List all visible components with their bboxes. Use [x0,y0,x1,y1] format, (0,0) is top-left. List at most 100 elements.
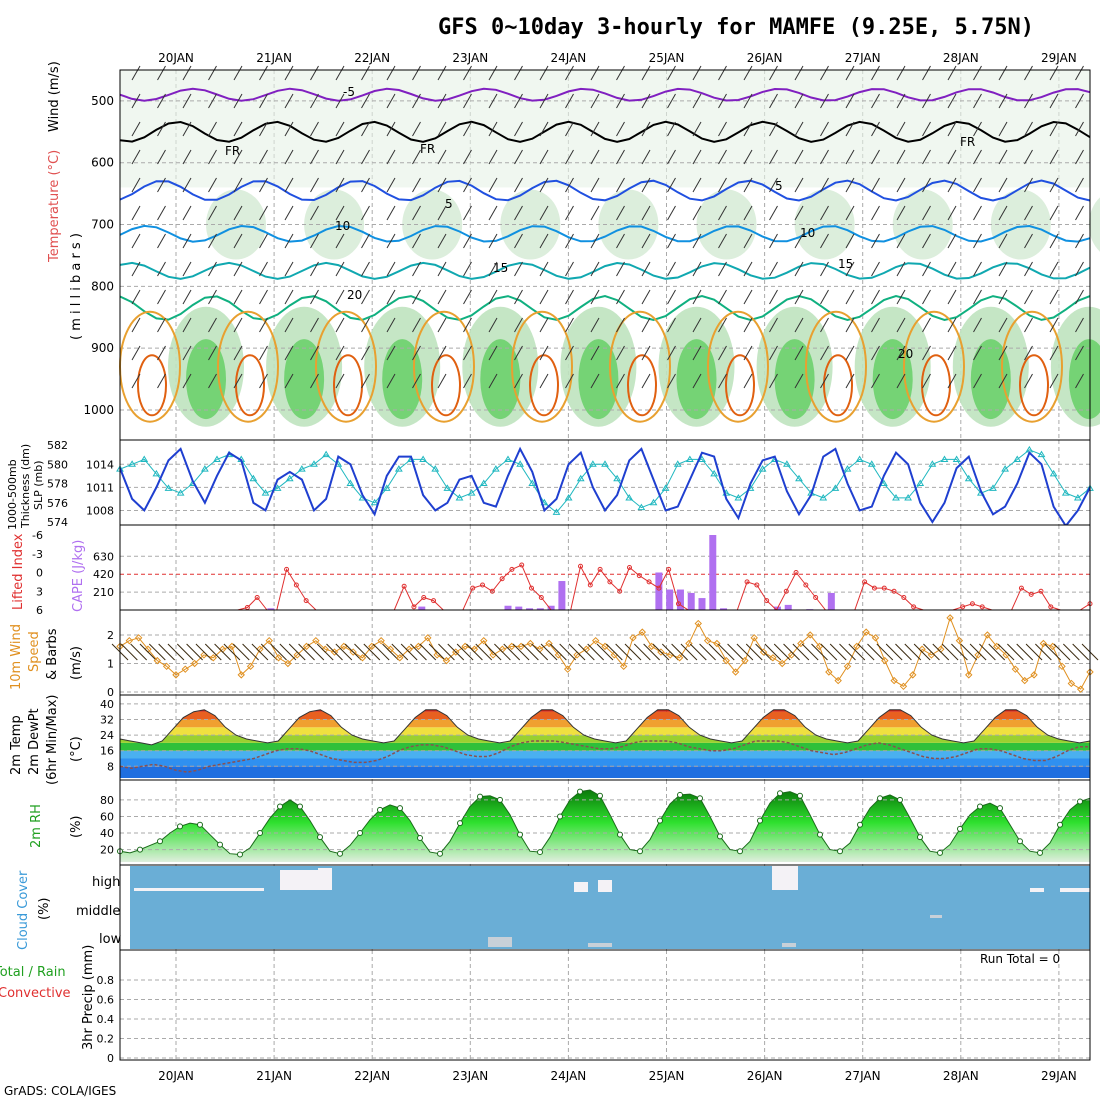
thickness-point [552,508,561,515]
wind-barb [514,233,523,249]
wind-barb [233,65,243,81]
wind-barb [386,233,396,249]
thickness-point [516,460,525,467]
thickness-point [649,498,658,506]
wind-barb [182,317,192,333]
wind-speed-point [237,671,245,679]
wind-barb [512,643,530,661]
wind-barb [1075,261,1084,277]
rh-point [177,823,183,830]
pressure-tick-label: 600 [91,156,114,170]
wind-barb [259,149,268,165]
wind-barb [167,643,185,661]
rh-point [677,791,683,798]
wind-barb [947,289,957,305]
wind10-unit: (m/s) [69,646,84,680]
rh-shade [402,189,463,260]
upper-unit-label: ( m i l l i b a r s ) [69,233,84,340]
wind-speed-point [806,631,814,639]
wind10-label-3: & Barbs [45,628,60,680]
wind-barb [298,643,315,661]
thickness-point [782,460,791,467]
rh-point [777,790,783,797]
wind-barb [488,149,498,165]
wind-barb [335,289,345,305]
date-label-top: 26JAN [747,51,783,65]
wind-barb [157,93,166,109]
wind-barb [973,121,982,137]
wind-barb [590,317,600,333]
wind-speed-point [731,668,740,676]
wind-barb [871,345,880,361]
wind-speed-point [312,636,320,645]
wind-barb [641,345,651,361]
wind-barb [307,643,325,661]
wind-barb [131,317,141,333]
wind-barb [279,643,297,661]
wind-barb [871,373,880,389]
wind-barb [641,233,651,249]
wind-barb [157,317,166,333]
wind-barb [475,643,493,661]
wind-barb [988,643,1006,661]
wind-barb [514,149,523,165]
thickness-point [795,474,803,482]
wind-barb [871,233,880,249]
wind-barb [386,149,396,165]
wind-barb [1049,149,1059,165]
wind-barb [820,317,829,333]
thickness-point [576,474,585,482]
wind-speed-point [246,662,255,671]
warm-contour [903,310,965,423]
wind-barb [335,317,345,333]
wind-barb [947,205,957,221]
panel-frame [119,949,1091,1061]
wind-barb [794,93,804,109]
wind-barb [973,93,982,109]
wind-barb [310,93,319,109]
wind-barb [233,345,243,361]
wind-barb [182,205,192,221]
wind-barb [947,345,957,361]
wind-barb [550,643,567,661]
wind-barb [743,93,753,109]
cloud-field [130,866,1090,949]
wind-barb [1049,261,1059,277]
wind-speed-point [1076,685,1085,693]
wind-barb [437,317,447,333]
rh-point [477,793,483,800]
li-point [303,598,309,604]
rh-shade [578,339,619,420]
wind-barb [922,373,931,389]
wind-barb [616,205,625,221]
thickness-point [613,474,622,482]
wind-barb [148,643,166,661]
wind-speed-point [983,631,992,639]
wind-barb [820,177,829,193]
wind-barb [233,177,243,193]
wind-barb [130,643,148,661]
wind-barb [284,65,294,81]
li-point [783,588,789,594]
wind-barb [428,643,446,661]
wind-barb [1024,233,1033,249]
wind-barb [565,233,574,249]
wind-tick: 0 [107,686,114,699]
wind-barb [641,65,651,81]
wind-barb [794,289,804,305]
wind10-panel: 0 1 2 [107,609,1099,699]
date-label-bottom: 23JAN [452,1069,488,1083]
precip-tick: 0.8 [97,974,115,987]
wind-barb [437,121,447,137]
wind-barb [845,345,855,361]
wind-barb [820,121,829,137]
warm-contour [609,310,671,423]
precip-tick: 0.4 [97,1013,115,1026]
thickness-point [831,484,840,491]
wind-barb [310,65,319,81]
rh-point [337,850,343,857]
thickness-point [455,493,464,501]
li-point [470,585,476,591]
wind-barb [488,233,498,249]
thickness-point [249,474,258,482]
